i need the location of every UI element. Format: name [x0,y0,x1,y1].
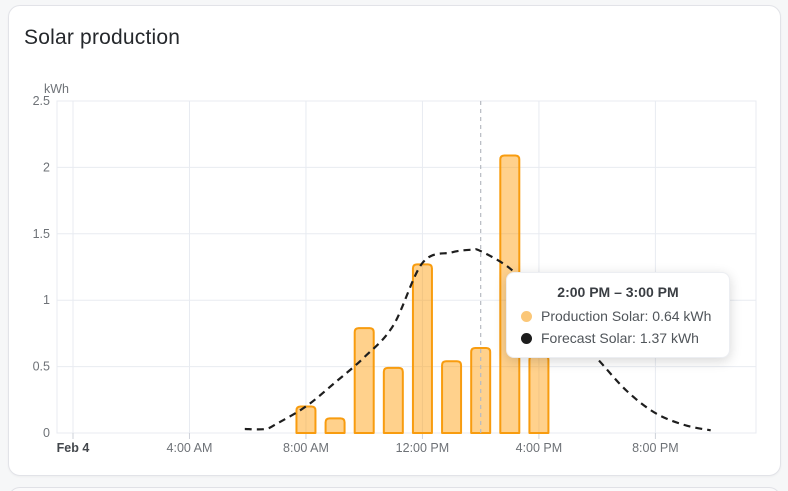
y-axis-label: 2 [43,160,50,174]
x-axis-label: 8:00 PM [632,441,679,455]
tooltip-forecast-text: Forecast Solar: 1.37 kWh [541,330,699,346]
card-title: Solar production [24,26,181,49]
production-bar[interactable] [382,366,404,434]
x-axis-label: 4:00 PM [516,441,563,455]
forecast-line [244,248,711,432]
production-bar[interactable] [441,360,463,434]
tooltip-row-forecast: Forecast Solar: 1.37 kWh [521,330,715,346]
x-axis-label: 8:00 AM [283,441,329,455]
production-bar[interactable] [353,327,375,434]
solar-production-card [8,5,781,476]
tooltip-title: 2:00 PM – 3:00 PM [557,284,679,300]
y-axis-label: 2.5 [33,94,50,108]
y-axis-unit-label: kWh [44,82,69,96]
tooltip-production-text: Production Solar: 0.64 kWh [541,308,712,324]
x-axis-label: Feb 4 [57,441,90,455]
forecast-marker-dot [521,332,532,344]
x-axis-label: 4:00 AM [167,441,213,455]
x-axis-label: 12:00 PM [396,441,450,455]
plot-border [56,100,757,434]
tooltip-row-production: Production Solar: 0.64 kWh [521,308,715,324]
production-bar[interactable] [324,417,346,434]
chart-tooltip: 2:00 PM – 3:00 PM Production Solar: 0.64… [506,272,730,358]
production-bar[interactable] [528,354,550,434]
y-axis-label: 1.5 [33,227,50,241]
production-marker-dot [521,310,532,322]
production-bar[interactable] [411,263,433,434]
y-axis-label: 1 [43,293,50,307]
y-axis-label: 0 [43,426,50,440]
production-bar[interactable] [295,405,317,434]
y-axis-label: 0.5 [33,360,50,374]
